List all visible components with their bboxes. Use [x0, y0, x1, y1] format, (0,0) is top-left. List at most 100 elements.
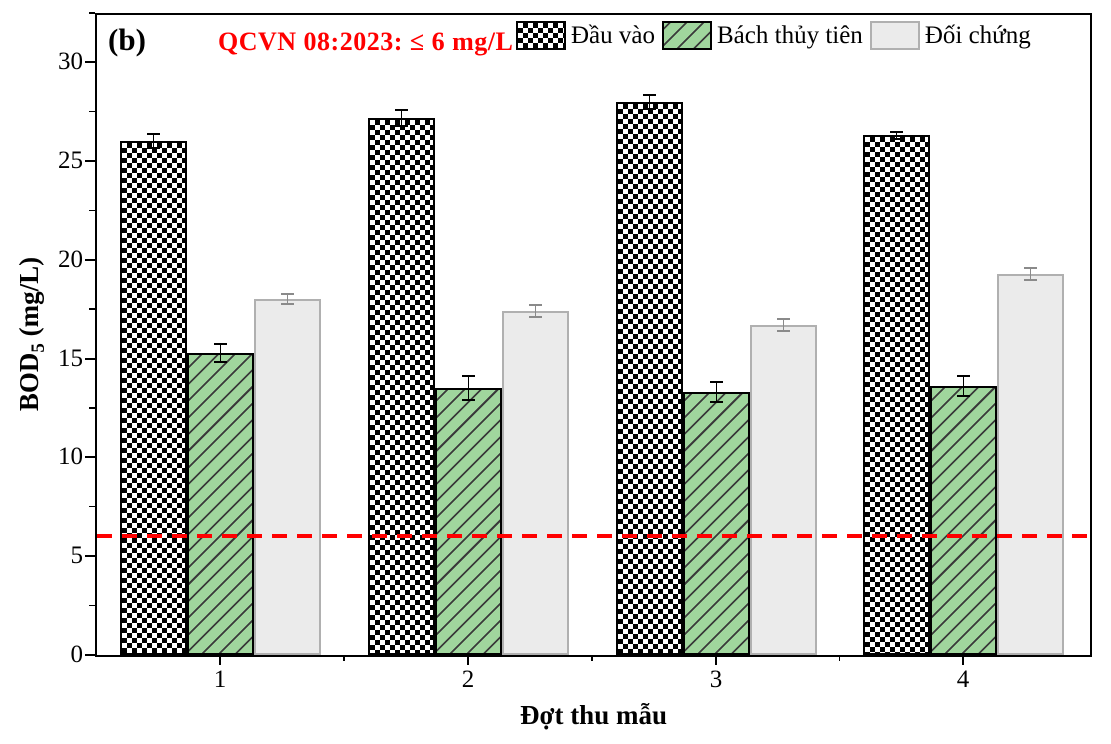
error-bar: [962, 376, 965, 397]
error-bar: [1029, 267, 1032, 280]
error-bar-cap: [529, 304, 542, 307]
y-tick-label: 15: [58, 344, 83, 372]
y-tick-label: 30: [58, 48, 83, 76]
y-axis-title-sub: 5: [28, 343, 50, 353]
y-axis-title: BOD5 (mg/L): [14, 257, 50, 411]
error-bar-cap: [462, 399, 475, 402]
x-tick-label: 1: [213, 666, 227, 693]
error-bar-cap: [529, 316, 542, 319]
x-major-tick: [467, 655, 469, 665]
plot-area: (b) QCVN 08:2023: ≤ 6 mg/L Đầu vào Bách t…: [95, 13, 1092, 657]
y-major-tick: [85, 258, 95, 261]
error-bar-cap: [710, 401, 723, 404]
y-major-tick: [85, 555, 95, 558]
bar-checkered-4: [863, 135, 930, 655]
y-major-tick: [85, 61, 95, 64]
legend-label: Đối chứng: [924, 21, 1031, 49]
error-bar-cap: [395, 124, 408, 127]
y-tick-label: 25: [58, 147, 83, 175]
error-bar-cap: [643, 107, 656, 110]
y-minor-tick: [89, 110, 95, 113]
error-bar-cap: [214, 342, 227, 345]
error-bar-cap: [281, 303, 294, 306]
legend-item-green-hatch: Bách thủy tiên: [662, 21, 863, 50]
y-major-tick: [85, 357, 95, 360]
error-bar-cap: [890, 130, 903, 133]
legend-swatch-green-hatch: [662, 21, 712, 50]
error-bar: [219, 343, 222, 362]
y-major-tick: [85, 160, 95, 163]
y-minor-tick: [89, 604, 95, 607]
x-tick-label: 2: [461, 666, 475, 693]
error-bar: [400, 109, 403, 126]
x-axis-title-text: Đợt thu mẫu: [520, 700, 667, 730]
error-bar-cap: [1024, 266, 1037, 269]
legend-swatch-gray: [869, 21, 920, 50]
threshold-line: [97, 534, 1090, 539]
error-bar: [715, 382, 718, 403]
error-bar-cap: [462, 375, 475, 378]
legend-label: Bách thủy tiên: [717, 21, 863, 49]
y-tick-label: 20: [58, 245, 83, 273]
error-bar: [648, 94, 651, 109]
y-minor-tick: [89, 209, 95, 212]
x-minor-tick: [838, 655, 841, 661]
bar-green-hatch-2: [435, 388, 502, 655]
error-bar: [534, 305, 537, 318]
bar-green-hatch-3: [683, 392, 750, 655]
y-tick-label: 0: [70, 641, 84, 668]
error-bar: [782, 319, 785, 331]
x-tick-label: 4: [956, 666, 970, 693]
x-major-tick: [219, 655, 221, 665]
error-bar: [286, 294, 289, 305]
error-bar-cap: [395, 108, 408, 111]
bar-gray-2: [502, 311, 569, 655]
y-major-tick: [85, 456, 95, 459]
y-axis-title-unit: (mg/L): [13, 256, 44, 344]
panel-label: (b): [108, 22, 146, 57]
legend-item-gray: Đối chứng: [869, 21, 1031, 50]
error-bar-cap: [957, 375, 970, 378]
y-minor-tick: [89, 505, 95, 508]
legend-swatch-checkered: [516, 21, 566, 50]
legend: Đầu vào Bách thủy tiên Đối chứng: [516, 21, 1038, 50]
bar-gray-3: [750, 325, 817, 655]
error-bar: [467, 376, 470, 401]
error-bar: [895, 131, 898, 140]
error-bar-cap: [147, 147, 160, 150]
legend-item-checkered: Đầu vào: [516, 21, 655, 50]
x-minor-tick: [591, 655, 593, 661]
x-minor-tick: [343, 655, 345, 661]
error-bar-cap: [710, 381, 723, 384]
y-tick-label: 5: [70, 542, 84, 570]
error-bar: [152, 134, 155, 149]
x-axis-title: Đợt thu mẫu: [95, 700, 1092, 731]
y-minor-tick: [89, 11, 95, 14]
bar-green-hatch-1: [187, 353, 254, 655]
error-bar-cap: [957, 395, 970, 398]
error-bar-cap: [777, 330, 790, 333]
error-bar-cap: [147, 133, 160, 136]
bar-checkered-1: [120, 141, 187, 655]
y-axis-title-main: BOD: [13, 352, 44, 412]
bar-green-hatch-4: [930, 386, 997, 655]
error-bar-cap: [890, 138, 903, 141]
error-bar-cap: [1024, 278, 1037, 281]
threshold-annotation: QCVN 08:2023: ≤ 6 mg/L: [218, 27, 514, 56]
bar-gray-4: [997, 274, 1064, 655]
y-minor-tick: [89, 308, 95, 310]
legend-label: Đầu vào: [571, 21, 655, 49]
bar-checkered-2: [368, 118, 435, 655]
error-bar-cap: [214, 360, 227, 363]
x-tick-label: 3: [709, 666, 723, 693]
bar-checkered-3: [616, 102, 683, 655]
x-major-tick: [715, 655, 717, 665]
bar-gray-1: [254, 299, 321, 655]
error-bar-cap: [777, 318, 790, 321]
y-minor-tick: [89, 407, 95, 409]
y-tick-label: 10: [58, 443, 83, 471]
x-major-tick: [962, 655, 964, 665]
error-bar-cap: [281, 293, 294, 296]
y-major-tick: [85, 654, 95, 656]
